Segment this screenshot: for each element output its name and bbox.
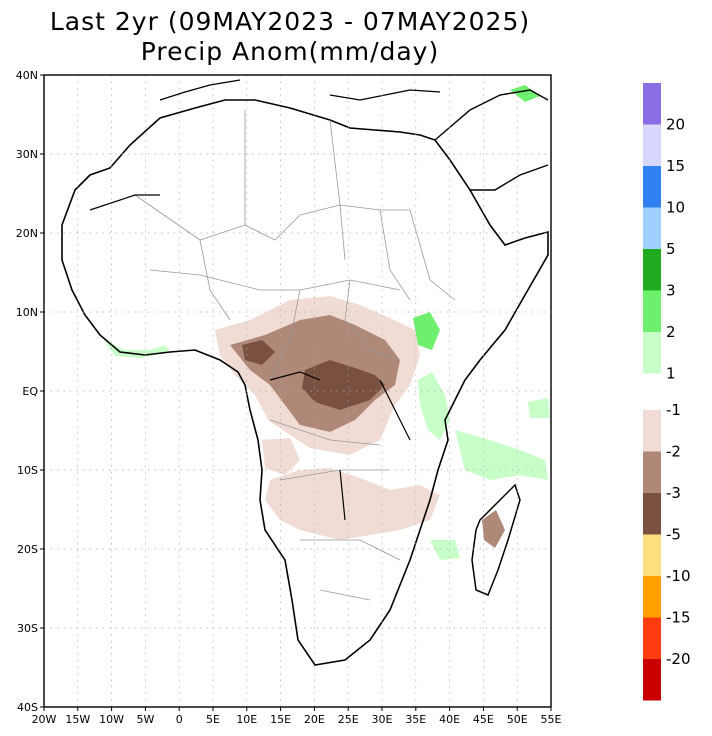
country-borders — [134, 110, 456, 601]
y-tick-label: 40N — [16, 69, 38, 82]
mediterranean-coast — [159, 79, 441, 101]
colorbar-label: 5 — [666, 240, 676, 258]
y-tick-label: 20N — [16, 227, 38, 240]
y-tick-label: 10S — [17, 464, 38, 477]
colorbar-swatch — [643, 249, 661, 291]
colorbar-swatch — [643, 332, 661, 374]
graticule — [44, 75, 551, 707]
y-tick-label: EQ — [22, 385, 38, 398]
colorbar-swatch — [643, 410, 661, 452]
x-tick-label: 15W — [65, 713, 90, 726]
x-tick-label: 40E — [439, 713, 460, 726]
x-tick-label: 20W — [32, 713, 57, 726]
colorbar-swatch — [643, 83, 661, 125]
colorbar-wet: 20 15 10 5 3 2 1 — [643, 83, 685, 383]
colorbar-swatch — [643, 207, 661, 249]
x-tick-label: 55E — [541, 713, 562, 726]
colorbar-label: -2 — [666, 443, 681, 461]
x-tick-label: 35E — [405, 713, 426, 726]
colorbar-label: 20 — [666, 116, 685, 134]
major-borders — [89, 194, 411, 521]
colorbar-swatch — [643, 576, 661, 618]
colorbar-label: 1 — [666, 365, 676, 383]
latitude-axis: 40N 30N 20N 10N EQ 10S 20S 30S 40S — [16, 69, 44, 714]
wet-anomaly-guinea-coast — [104, 340, 170, 358]
wet-anomaly-east-africa — [418, 372, 450, 440]
madagascar-coastline — [471, 483, 521, 596]
colorbar-label: -15 — [666, 609, 691, 627]
africa-coastline — [61, 99, 549, 666]
x-tick-label: 5W — [136, 713, 154, 726]
map-title: Last 2yr (09MAY2023 - 07MAY2025) — [49, 7, 531, 36]
colorbar-label: 3 — [666, 282, 676, 300]
x-tick-label: 25E — [338, 713, 359, 726]
y-tick-label: 30N — [16, 148, 38, 161]
colorbar-label: -1 — [666, 401, 681, 419]
dry-anomaly-southern-africa — [265, 468, 440, 540]
colorbar-swatch — [643, 290, 661, 332]
colorbar-label: 2 — [666, 323, 676, 341]
colorbar-label: 10 — [666, 199, 685, 217]
x-tick-label: 20E — [304, 713, 325, 726]
x-tick-label: 30E — [372, 713, 393, 726]
colorbar-label: -20 — [666, 650, 691, 668]
dry-anomaly-dark-west — [242, 340, 275, 365]
y-tick-label: 30S — [17, 622, 38, 635]
colorbar-label: -10 — [666, 567, 691, 585]
colorbar-label: 15 — [666, 157, 685, 175]
colorbar-label: -5 — [666, 526, 681, 544]
x-tick-label: 10E — [236, 713, 257, 726]
colorbar-swatch — [643, 166, 661, 208]
y-tick-label: 40S — [17, 701, 38, 714]
arabia-coastline — [434, 89, 549, 191]
dry-anomaly-angola — [262, 438, 300, 475]
wet-anomaly-indian-ocean-north — [528, 398, 550, 418]
y-tick-label: 20S — [17, 543, 38, 556]
longitude-axis: 20W 15W 10W 5W 0 5E 10E 15E 20E 25E 30E 35E 40E 45E 50… — [32, 707, 562, 726]
x-tick-label: 45E — [473, 713, 494, 726]
colorbar-swatch — [643, 124, 661, 166]
anomaly-shading — [104, 85, 550, 560]
colorbar-swatch — [643, 493, 661, 535]
wet-anomaly-ethiopia — [413, 312, 440, 350]
x-tick-label: 15E — [270, 713, 291, 726]
dry-anomaly-dark-core — [302, 360, 385, 410]
colorbar-swatch — [643, 617, 661, 659]
y-tick-label: 10N — [16, 306, 38, 319]
colorbar-label: -3 — [666, 484, 681, 502]
wet-anomaly-indian-ocean — [455, 430, 548, 480]
colorbar-swatch — [643, 659, 661, 701]
x-tick-label: 10W — [99, 713, 124, 726]
x-tick-label: 5E — [206, 713, 220, 726]
colorbar-swatch — [643, 534, 661, 576]
colorbar-dry: -1 -2 -3 -5 -10 -15 -20 — [643, 401, 691, 701]
dry-anomaly-madagascar — [482, 510, 505, 548]
x-tick-label: 50E — [507, 713, 528, 726]
wet-anomaly-mozambique — [430, 540, 460, 560]
colorbar-swatch — [643, 451, 661, 493]
map-subtitle: Precip Anom(mm/day) — [140, 37, 440, 66]
x-tick-label: 0 — [176, 713, 183, 726]
